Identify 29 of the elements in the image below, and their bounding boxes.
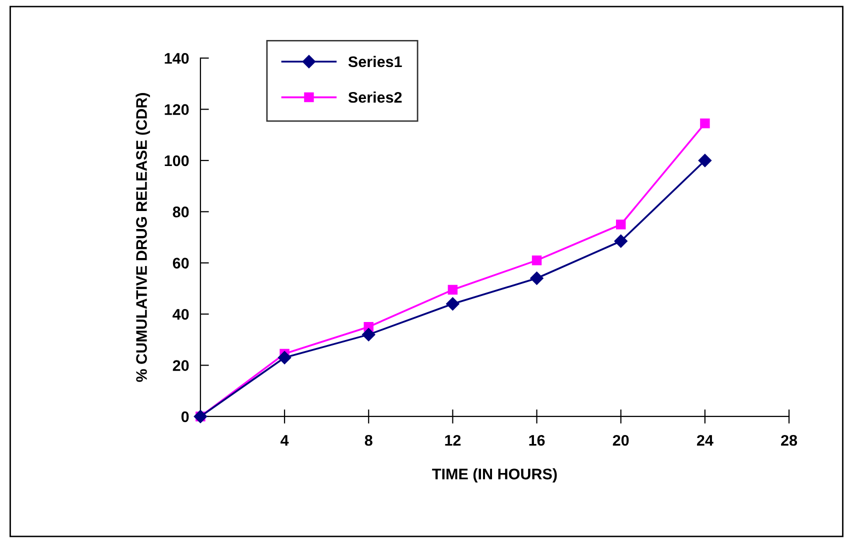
legend-label: Series1 bbox=[348, 56, 402, 68]
point bbox=[698, 154, 712, 168]
y-tick-label: 80 bbox=[172, 206, 189, 218]
y-tick-label: 0 bbox=[181, 411, 189, 422]
x-tick-label: 16 bbox=[529, 434, 545, 446]
point bbox=[614, 234, 628, 248]
point bbox=[530, 272, 544, 285]
y-tick-label: 100 bbox=[164, 155, 189, 166]
x-tick-label: 4 bbox=[280, 435, 289, 446]
y-tick-label: 120 bbox=[164, 104, 189, 115]
point bbox=[446, 297, 460, 310]
x-tick-label: 28 bbox=[781, 434, 798, 446]
y-tick-label: 20 bbox=[172, 360, 189, 371]
point bbox=[700, 118, 710, 128]
point bbox=[448, 284, 458, 295]
x-tick-label: 20 bbox=[612, 434, 629, 446]
x-tick-label: 12 bbox=[445, 434, 461, 446]
x-tick-label: 8 bbox=[364, 434, 372, 446]
y-tick-label: 40 bbox=[172, 308, 189, 320]
y-tick-label: 140 bbox=[164, 52, 189, 64]
y-tick-label: 60 bbox=[172, 258, 189, 269]
point bbox=[278, 351, 292, 364]
point bbox=[532, 255, 542, 266]
x-tick-label: 24 bbox=[696, 434, 714, 446]
y-axis-title: % CUMULATIVE DRUG RELEASE (CDR) bbox=[136, 93, 150, 382]
point bbox=[362, 328, 376, 342]
x-axis-title: TIME (IN HOURS) bbox=[432, 468, 557, 482]
legend-label: Series2 bbox=[348, 92, 402, 103]
point bbox=[616, 220, 626, 230]
